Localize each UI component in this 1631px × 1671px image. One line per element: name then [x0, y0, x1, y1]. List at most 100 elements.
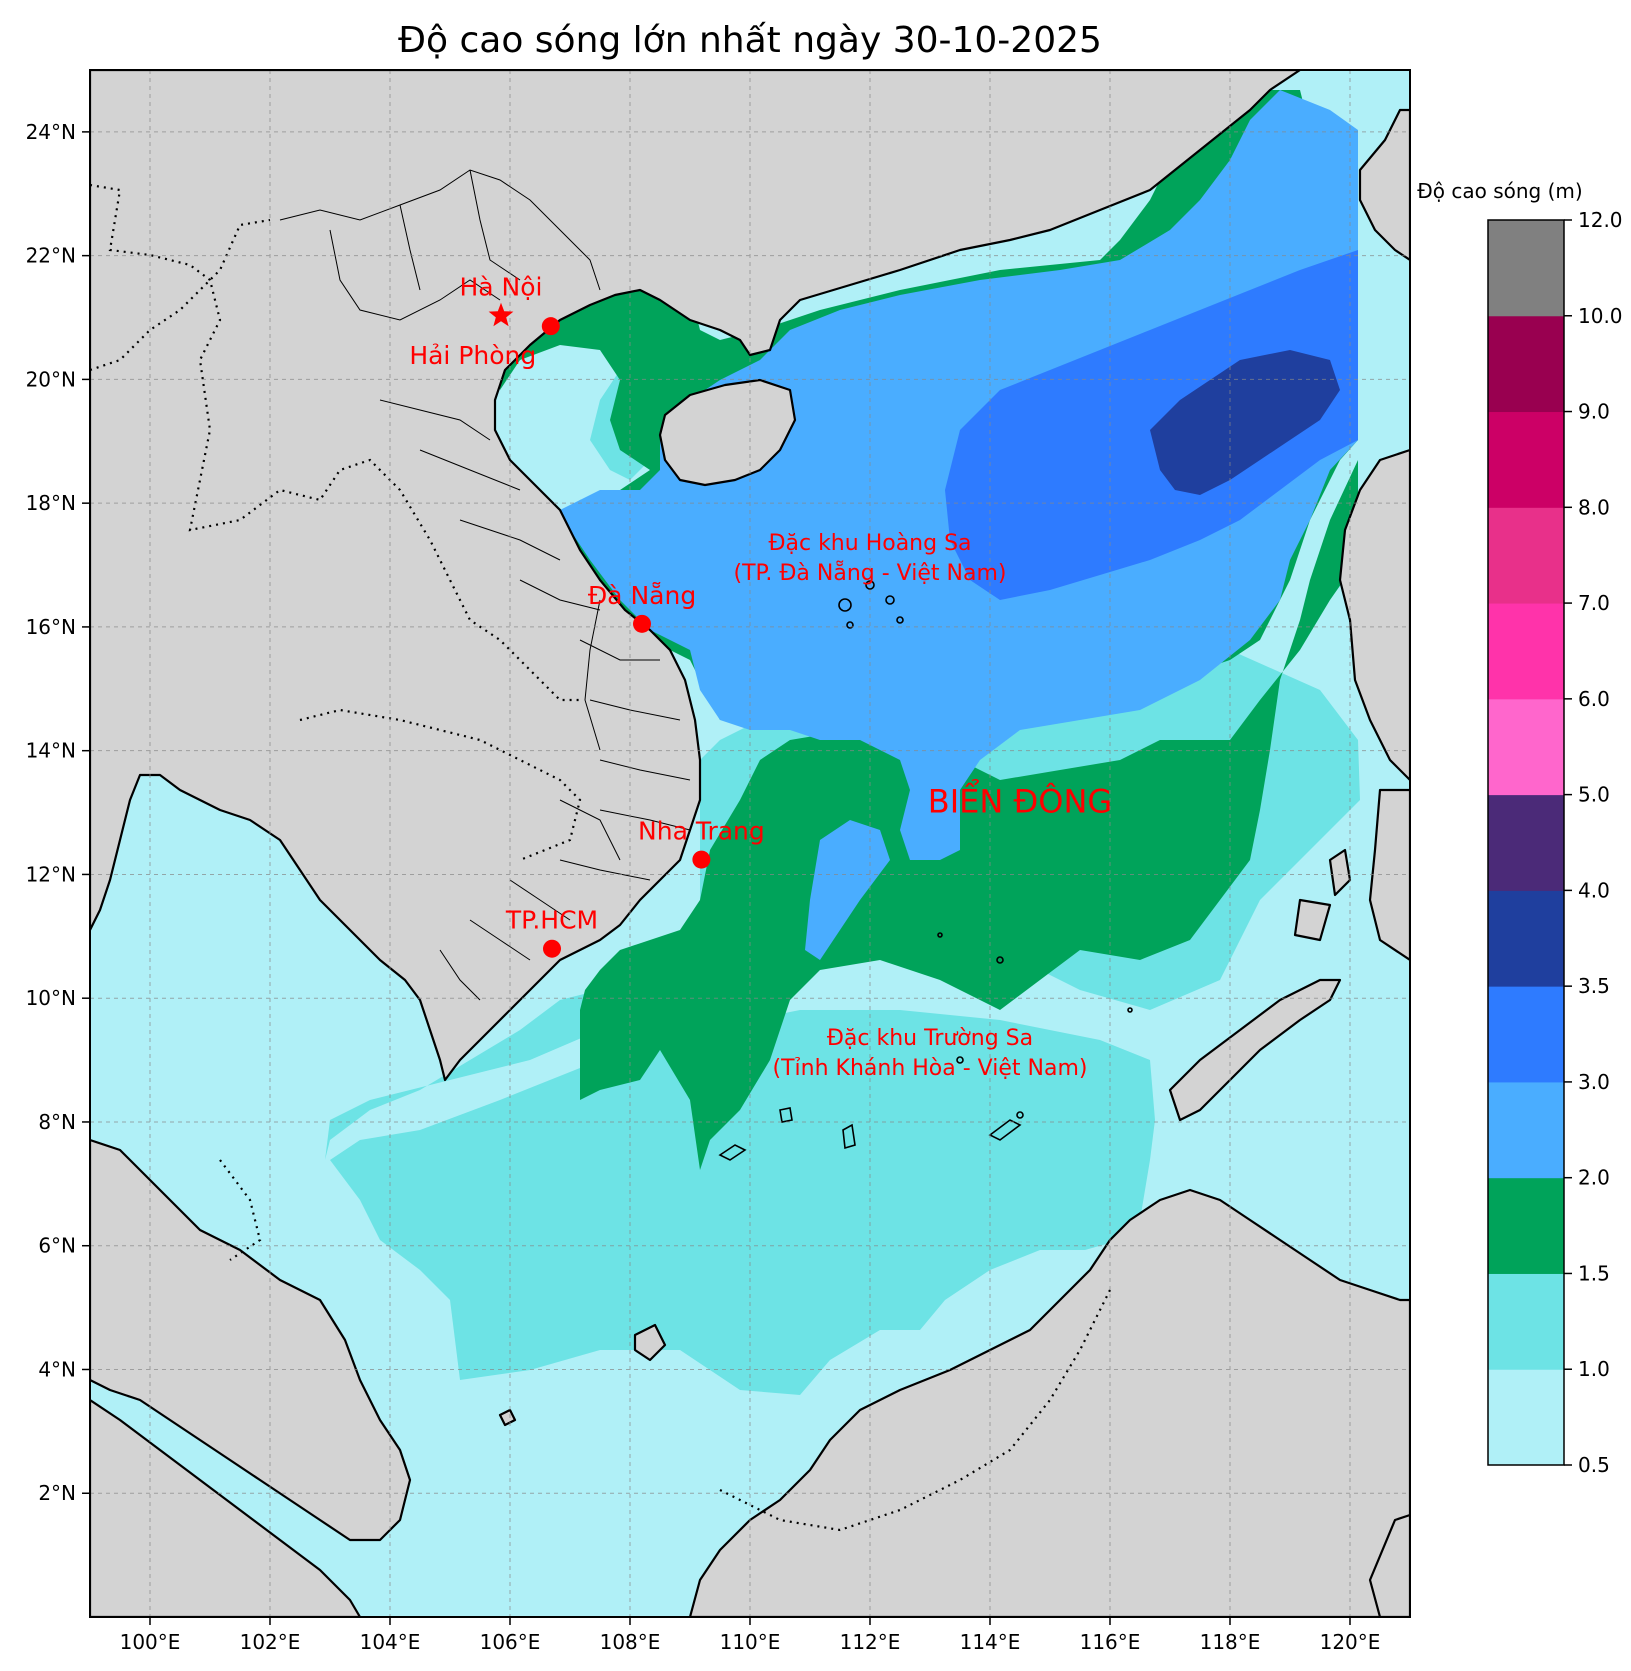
tick-label-lat: 20°N	[26, 367, 76, 391]
colorbar-tick-label: 10.0	[1578, 304, 1623, 328]
island-paracel-2	[865, 580, 875, 590]
colorbar-tick-label: 2.0	[1578, 1166, 1610, 1190]
island-spratly-4	[988, 1119, 1022, 1141]
city-marker-star	[488, 302, 514, 327]
colorbar-segment	[1488, 411, 1564, 508]
land-sumatra	[90, 1398, 362, 1617]
colorbar-frame	[1487, 219, 1565, 1466]
tick-label-lon: 120°E	[1320, 1630, 1381, 1654]
map-area[interactable]: Hà Nội Hải Phòng Đà Nẵng Nha Trang TP.HCM Đặ…	[90, 70, 1410, 1617]
colorbar-segment	[1488, 1369, 1564, 1466]
colorbar-segment	[1488, 1177, 1564, 1274]
tick-label-lat: 12°N	[26, 862, 76, 886]
land-hainan	[658, 378, 797, 487]
colorbar-tick-label: 5.0	[1578, 783, 1610, 807]
city-label: TP.HCM	[505, 906, 598, 935]
island-spratly-1	[718, 1144, 747, 1161]
island-paracel-1	[838, 598, 852, 612]
island-spratly-3	[842, 1123, 856, 1150]
colorbar-tick-label: 9.0	[1578, 400, 1610, 424]
colorbar-segment	[1488, 507, 1564, 604]
city-marker	[692, 850, 711, 869]
island-paracel-5	[846, 621, 854, 629]
map-gridlines	[90, 70, 1410, 1617]
tick-label-lon: 104°E	[360, 1630, 421, 1654]
colorbar-tick-label: 3.5	[1578, 974, 1610, 998]
colorbar-segment	[1488, 1273, 1564, 1370]
island-spratly-9	[937, 932, 943, 938]
colorbar-tick-label: 6.0	[1578, 687, 1610, 711]
land-small-island-1	[498, 1408, 517, 1427]
colorbar-tick-label: 1.0	[1578, 1357, 1610, 1381]
colorbar-segment	[1488, 315, 1564, 413]
wave-zone-3.0-3.5	[945, 250, 1358, 600]
map-title: Độ cao sóng lớn nhất ngày 30-10-2025	[398, 20, 1102, 61]
tick-label-lat: 18°N	[26, 491, 76, 515]
colorbar-tick-label: 12.0	[1578, 208, 1623, 232]
colorbar-segment	[1488, 698, 1564, 796]
tick-label-lon: 102°E	[240, 1630, 301, 1654]
city-marker	[543, 939, 561, 958]
island-paracel-3	[885, 595, 895, 605]
colorbar: 0.5 1.0 1.5 2.0 3.0 3.5 4.0 5.0 6.0 7.0 8.0 9.0 10.0…	[1487, 208, 1623, 1477]
colorbar-segment	[1488, 603, 1564, 700]
map-annotations: Đặc khu Hoàng Sa (TP. Đà Nẵng - Việt Nam)…	[734, 531, 1113, 1081]
city-label: Đà Nẵng	[588, 581, 696, 610]
tick-label-lon: 108°E	[600, 1630, 661, 1654]
colorbar-segment	[1488, 794, 1564, 891]
tick-label-lat: 10°N	[26, 986, 76, 1010]
city-marker	[633, 614, 651, 633]
island-spratly-6	[956, 1056, 964, 1064]
map-annotation-text: BIỂN ĐÔNG	[928, 779, 1112, 821]
city-label: Hải Phòng	[409, 341, 536, 370]
tick-label-lat: 2°N	[38, 1481, 76, 1505]
land-malay-peninsula	[90, 1138, 412, 1542]
city-marker	[541, 317, 560, 336]
land-philippines	[1293, 448, 1410, 962]
land-mainland-asia	[90, 70, 1302, 1082]
tick-label-lon: 110°E	[720, 1630, 781, 1654]
tick-label-lat: 16°N	[26, 615, 76, 639]
city-label: Hà Nội	[459, 273, 542, 302]
map-annotation-text: Đặc khu Hoàng Sa	[768, 531, 971, 556]
wave-zone-3.5-4.0	[1150, 350, 1340, 495]
tick-label-lon: 118°E	[1200, 1630, 1261, 1654]
colorbar-tick-label: 3.0	[1578, 1070, 1610, 1094]
land-palawan	[1168, 978, 1342, 1122]
colorbar-tick-label: 1.5	[1578, 1261, 1610, 1285]
tick-label-lon: 116°E	[1080, 1630, 1141, 1654]
tick-label-lon: 112°E	[840, 1630, 901, 1654]
colorbar-tick-label: 8.0	[1578, 495, 1610, 519]
island-spratly-5	[1016, 1111, 1024, 1119]
wave-height-field	[325, 90, 1360, 1395]
tick-label-lat: 6°N	[38, 1234, 76, 1258]
map-annotation-text: Đặc khu Trường Sa	[827, 1026, 1033, 1051]
colorbar-segment	[1488, 986, 1564, 1083]
national-borders	[90, 183, 1111, 1532]
city-label: Nha Trang	[638, 817, 765, 846]
tick-label-lat: 22°N	[26, 244, 76, 268]
tick-label-lon: 100°E	[120, 1630, 181, 1654]
island-spratly-8	[1127, 1007, 1133, 1013]
colorbar-segment	[1488, 1081, 1564, 1179]
land-small-island-2	[1368, 1513, 1410, 1617]
tick-label-lat: 14°N	[26, 739, 76, 763]
tick-label-lat: 8°N	[38, 1110, 76, 1134]
tick-label-lat: 4°N	[38, 1357, 76, 1381]
map-axes: 100°E 102°E 104°E 106°E 108°E 110°E 112°E 114°E…	[26, 120, 1381, 1654]
map-annotation-text: (TP. Đà Nẵng - Việt Nam)	[734, 560, 1007, 586]
colorbar-label: Độ cao sóng (m)	[1417, 179, 1582, 203]
tick-label-lat: 24°N	[26, 120, 76, 144]
colorbar-tick-label: 4.0	[1578, 878, 1610, 902]
tick-label-lon: 106°E	[480, 1630, 541, 1654]
island-paracel-4	[896, 616, 904, 624]
map-annotation-text: (Tỉnh Khánh Hòa - Việt Nam)	[773, 1056, 1088, 1081]
offshore-islands	[718, 580, 1133, 1161]
colorbar-segment	[1488, 220, 1564, 317]
vietnam-province-borders	[279, 169, 691, 1001]
colorbar-segment	[1488, 890, 1564, 987]
island-spratly-7	[996, 956, 1004, 964]
tick-label-lon: 114°E	[960, 1630, 1021, 1654]
